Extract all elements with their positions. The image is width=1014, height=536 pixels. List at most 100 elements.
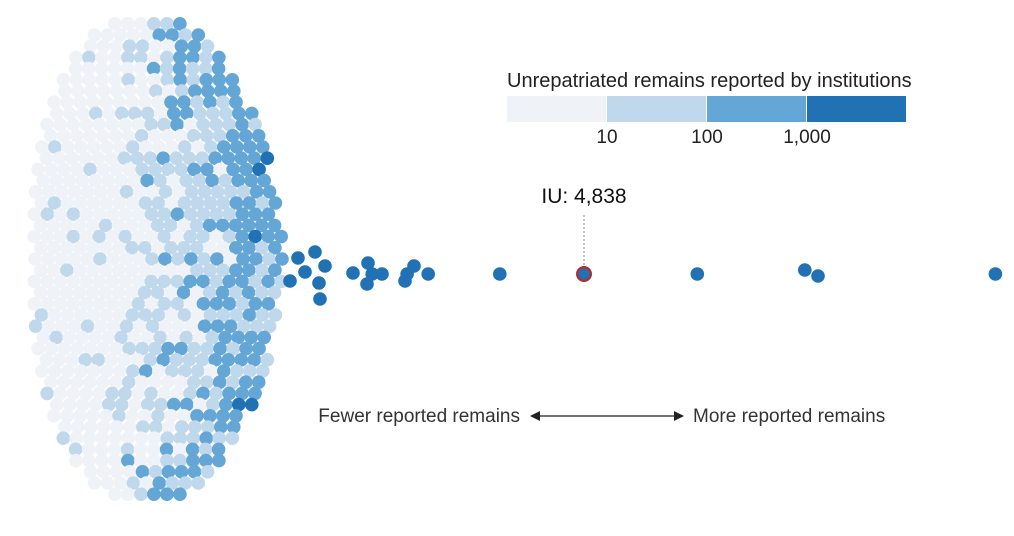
swarm-point: [131, 229, 145, 244]
swarm-point: [98, 285, 113, 300]
swarm-point: [131, 274, 145, 289]
swarm-point: [136, 420, 150, 434]
swarm-point: [50, 397, 64, 412]
swarm-point: [200, 465, 215, 479]
swarm-point: [218, 173, 232, 188]
swarm-point: [216, 241, 230, 255]
swarm-point: [35, 364, 49, 378]
swarm-point: [132, 185, 147, 199]
swarm-point: [191, 28, 206, 42]
swarm-point: [179, 173, 193, 188]
more-remains-label: More reported remains: [693, 406, 885, 427]
swarm-point: [113, 364, 127, 378]
swarm-point: [232, 106, 246, 121]
swarm-point: [375, 267, 389, 281]
swarm-point: [92, 207, 107, 221]
swarm-point: [108, 73, 123, 87]
swarm-point: [193, 106, 207, 121]
swarm-point: [157, 207, 172, 221]
swarm-point: [229, 196, 244, 210]
large-point: [400, 267, 414, 281]
swarm-point: [186, 453, 200, 468]
swarm-point: [105, 297, 120, 311]
swarm-point: [203, 409, 217, 423]
swarm-point: [57, 341, 71, 356]
swarm-point: [66, 297, 81, 311]
swarm-point: [254, 285, 269, 300]
swarm-point: [140, 173, 154, 188]
swarm-point: [217, 140, 231, 154]
swarm-point: [151, 241, 165, 255]
swarm-point: [209, 274, 223, 289]
swarm-point: [87, 476, 102, 490]
swarm-point: [242, 308, 257, 322]
swarm-point: [160, 453, 174, 468]
swarm-point: [151, 196, 166, 210]
swarm-point: [134, 50, 148, 65]
swarm-point: [73, 263, 87, 278]
swarm-point: [185, 61, 200, 76]
swarm-point: [151, 409, 165, 423]
swarm-point: [169, 151, 184, 165]
swarm-point: [95, 453, 109, 468]
swarm-point: [120, 442, 135, 457]
swarm-point: [206, 106, 220, 121]
swarm-point: [169, 353, 184, 367]
swarm-point: [244, 173, 258, 188]
swarm-point: [128, 106, 142, 121]
swarm-point: [164, 409, 178, 423]
swarm-point: [79, 207, 94, 221]
swarm-point: [229, 241, 243, 255]
swarm-point: [196, 386, 210, 401]
swarm-point: [69, 73, 84, 87]
swarm-point: [66, 274, 80, 289]
swarm-point: [124, 218, 139, 233]
swarm-point: [108, 129, 123, 143]
swarm-point: [48, 364, 62, 378]
swarm-point: [213, 162, 227, 177]
swarm-point: [242, 241, 256, 255]
swarm-point: [27, 207, 42, 221]
swarm-point: [73, 241, 87, 255]
swarm-point: [171, 185, 186, 199]
swarm-point: [170, 207, 185, 221]
swarm-point: [95, 50, 109, 65]
swarm-point: [84, 84, 98, 98]
swarm-point: [210, 252, 224, 266]
swarm-point: [203, 263, 217, 278]
swarm-point: [118, 386, 132, 401]
callout-label: IU: 4,838: [541, 185, 626, 208]
swarm-point: [153, 173, 167, 188]
swarm-point: [156, 151, 171, 165]
swarm-point: [147, 487, 161, 502]
swarm-point: [157, 297, 172, 311]
swarm-point: [150, 285, 165, 300]
swarm-point: [210, 185, 225, 199]
swarm-point: [121, 431, 136, 446]
swarm-point: [188, 420, 202, 434]
swarm-point: [145, 252, 159, 266]
swarm-point: [206, 397, 220, 412]
swarm-point: [146, 442, 161, 457]
swarm-point: [109, 465, 124, 479]
swarm-point: [106, 185, 121, 199]
swarm-point: [69, 453, 83, 468]
swarm-point: [54, 252, 68, 266]
swarm-point: [134, 73, 149, 87]
swarm-point: [223, 252, 237, 266]
swarm-point: [131, 207, 146, 221]
swarm-point: [107, 442, 122, 457]
swarm-point: [147, 50, 161, 65]
swarm-point: [114, 330, 128, 345]
swarm-point: [151, 308, 166, 322]
swarm-point: [82, 453, 96, 468]
swarm-point: [190, 308, 205, 322]
large-point: [798, 263, 812, 277]
swarm-point: [164, 241, 178, 255]
swarm-point: [54, 185, 69, 199]
swarm-point: [56, 375, 71, 390]
swarm-point: [124, 285, 139, 300]
swarm-point: [88, 330, 102, 345]
swarm-point: [251, 129, 266, 143]
swarm-point: [99, 409, 113, 423]
